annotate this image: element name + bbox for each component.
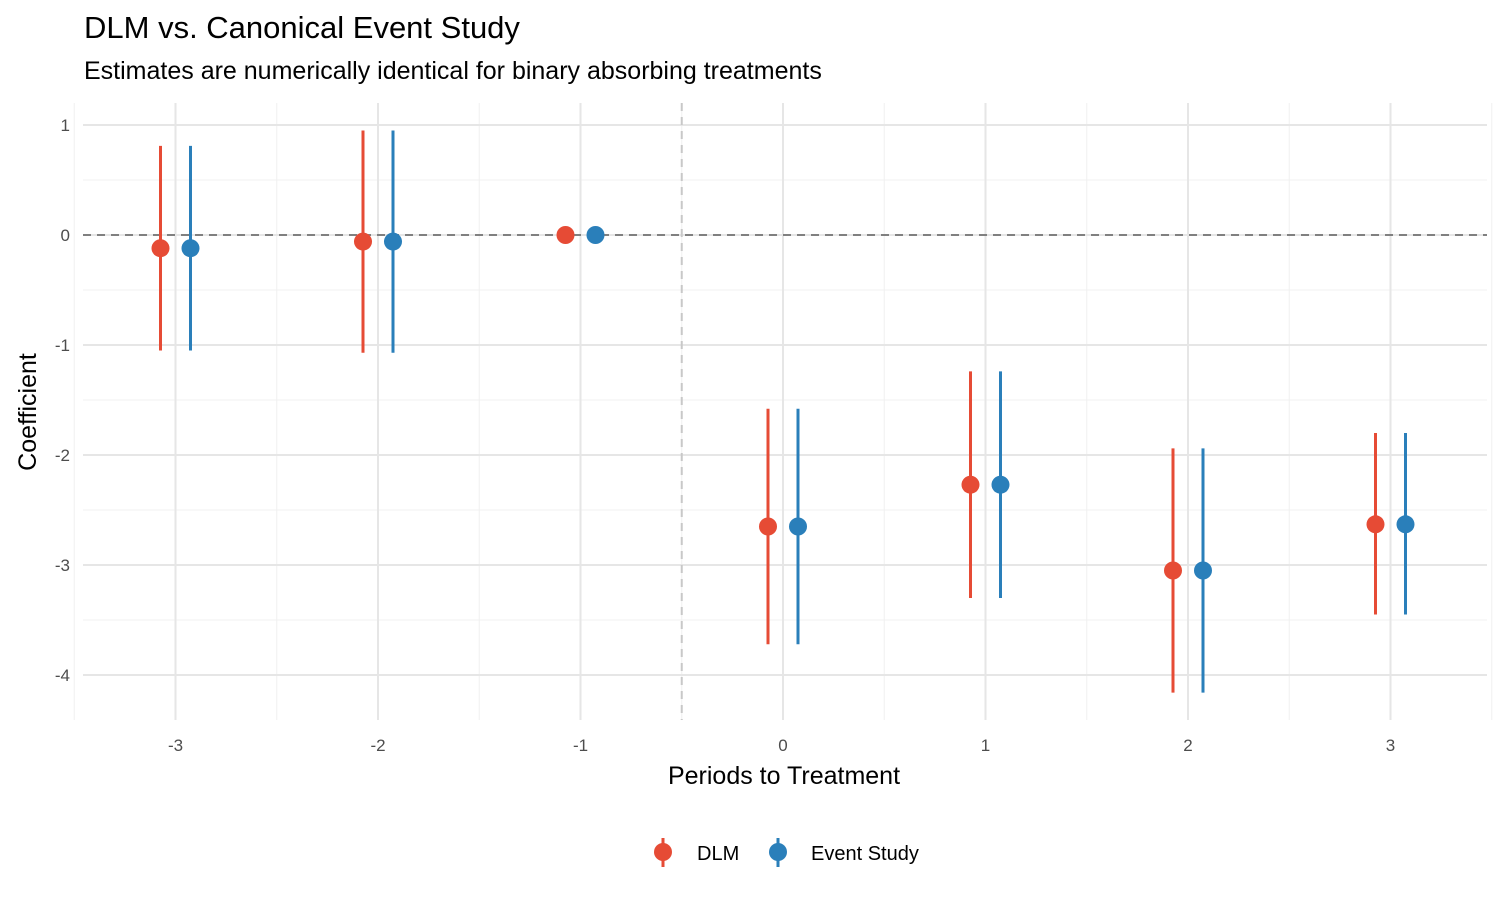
x-tick-label: 1 [981,736,990,755]
chart-title: DLM vs. Canonical Event Study [84,10,520,45]
x-axis-label: Periods to Treatment [668,762,900,790]
legend-label: DLM [697,843,739,865]
point-dlm [151,239,170,258]
point-dlm [556,226,575,244]
x-tick-label: 0 [778,736,787,755]
point-event-study [1194,561,1212,580]
x-tick-label: 3 [1386,736,1395,755]
y-tick-label: -3 [55,556,70,575]
legend-label: Event Study [811,843,919,865]
x-tick-label: 2 [1183,736,1192,755]
point-dlm [1366,515,1385,534]
x-tick-label: -2 [370,736,385,755]
y-tick-label: -2 [55,446,70,465]
legend-key-point [769,843,787,861]
legend-key-point [654,843,672,861]
y-tick-label: 1 [61,116,70,135]
point-event-study [789,517,807,536]
x-tick-label: -3 [168,736,183,755]
y-tick-label: -4 [55,666,70,685]
point-event-study [991,475,1010,494]
y-tick-label: 0 [61,226,70,245]
y-axis-label: Coefficient [14,353,42,471]
y-tick-label: -1 [55,336,70,355]
point-event-study [586,226,605,244]
point-dlm [1164,561,1182,580]
point-dlm [961,475,980,494]
point-event-study [1396,515,1415,534]
point-event-study [181,239,200,258]
chart-subtitle: Estimates are numerically identical for … [84,57,822,85]
point-event-study [384,232,402,251]
point-dlm [759,517,777,536]
x-tick-label: -1 [573,736,588,755]
point-dlm [354,232,372,251]
